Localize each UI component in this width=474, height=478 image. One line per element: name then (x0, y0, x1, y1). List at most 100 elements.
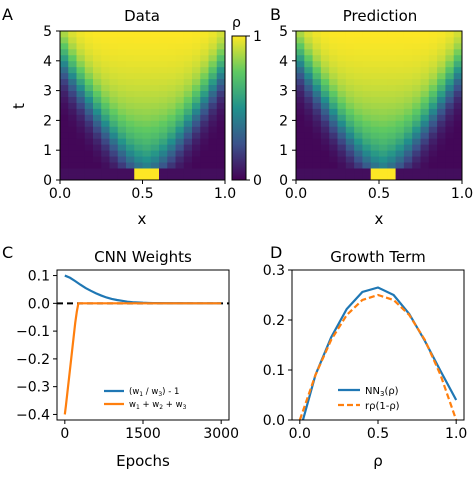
panel-a-ytick-label: 0 (43, 173, 52, 189)
panel-a-heatmap-cell (192, 138, 201, 145)
panel-b-heatmap-cell (304, 150, 313, 157)
panel-b-heatmap-cell (362, 31, 372, 38)
panel-b-heatmap-cell (428, 84, 438, 91)
panel-b-heatmap-cell (362, 36, 372, 44)
panel-a-heatmap-cell (159, 102, 168, 109)
panel-b-heatmap-cell (387, 31, 396, 38)
panel-b-heatmap-cell (420, 36, 430, 44)
panel-b-heatmap-cell (354, 60, 363, 68)
panel-b-heatmap-cell (304, 36, 313, 44)
panel-b-heatmap-cell (345, 138, 355, 145)
panel-b-heatmap-cell (395, 126, 405, 133)
panel-a-heatmap-cell (84, 162, 94, 169)
panel-b-heatmap-cell (437, 114, 446, 121)
panel-b-heatmap-cell (453, 78, 463, 86)
panel-a-heatmap-cell (200, 120, 209, 127)
panel-b-heatmap-cell (304, 156, 313, 163)
panel-a-heatmap-cell (200, 102, 209, 109)
panel-b-heatmap-cell (354, 31, 363, 38)
panel-a-heatmap-cell (200, 174, 209, 181)
panel-a-heatmap-cell (93, 120, 102, 127)
panel-a-heatmap-cell (93, 174, 102, 181)
panel-a-heatmap-cell (60, 31, 69, 38)
panel-d-ytick-label: 0.3 (263, 263, 285, 279)
panel-a-heatmap-cell (175, 144, 185, 151)
panel-a-heatmap-cell (208, 162, 218, 169)
panel-b-heatmap-cell (453, 150, 463, 157)
panel-a-heatmap-cell (60, 48, 69, 56)
panel-a-heatmap-cell (142, 31, 152, 38)
panel-a-heatmap-cell (60, 72, 69, 80)
panel-b-heatmap-cell (329, 54, 338, 62)
panel-b-heatmap-cell (370, 36, 380, 44)
panel-a-heatmap-cell (200, 60, 209, 68)
panel-b-heatmap-cell (354, 90, 363, 97)
panel-b-heatmap-cell (329, 162, 338, 169)
panel-b-heatmap-cell (387, 144, 396, 151)
panel-letter-b: B (270, 5, 281, 24)
panel-b-heatmap-cell (412, 138, 421, 145)
panel-b-heatmap-cell (296, 114, 305, 121)
panel-b-heatmap-cell (362, 102, 372, 109)
panel-b-heatmap-cell (312, 150, 322, 157)
panel-b-heatmap-cell (437, 108, 446, 115)
panel-b-heatmap-cell (412, 31, 421, 38)
panel-b-heatmap-cell (304, 138, 313, 145)
panel-a-heatmap-cell (175, 108, 185, 115)
panel-b-heatmap-cell (312, 120, 322, 127)
panel-b-heatmap-cell (370, 114, 380, 121)
panel-a-heatmap-cell (216, 120, 226, 127)
panel-b-heatmap-cell (412, 42, 421, 50)
panel-b-heatmap-cell (403, 138, 413, 145)
panel-a-heatmap-cell (183, 162, 193, 169)
panel-b-heatmap-cell (379, 102, 388, 109)
panel-a-heatmap-cell (150, 48, 160, 56)
panel-a-heatmap-cell (175, 60, 185, 68)
panel-b-heatmap-cell (437, 174, 446, 181)
panel-a-heatmap-cell (76, 156, 86, 163)
panel-a-heatmap-cell (216, 36, 226, 44)
panel-b-heatmap-cell (370, 66, 380, 74)
panel-a-heatmap-cell (216, 126, 226, 133)
panel-a-xlabel: x (138, 210, 147, 228)
panel-b-heatmap-cell (370, 108, 380, 115)
panel-a-heatmap (60, 31, 226, 181)
panel-b-heatmap-cell (304, 126, 313, 133)
panel-b-heatmap-cell (370, 150, 380, 157)
panel-a-heatmap-cell (101, 90, 110, 97)
panel-a-heatmap-cell (183, 54, 193, 62)
panel-a-heatmap-cell (159, 36, 168, 44)
panel-a-heatmap-cell (68, 168, 77, 175)
panel-d-xtick-label: 1.0 (445, 426, 467, 442)
panel-a-heatmap-cell (150, 150, 160, 157)
panel-b-heatmap-cell (453, 60, 463, 68)
panel-a-heatmap-cell (208, 156, 218, 163)
panel-a-heatmap-cell (175, 42, 185, 50)
panel-a-heatmap-cell (101, 120, 110, 127)
panel-a-heatmap-cell (159, 78, 168, 86)
panel-a-heatmap-cell (126, 72, 135, 80)
panel-a-heatmap-cell (192, 108, 201, 115)
panel-a-heatmap-cell (150, 168, 160, 175)
panel-b-heatmap-cell (337, 114, 347, 121)
panel-a-heatmap-cell (167, 90, 176, 97)
panel-a-heatmap-cell (175, 54, 185, 62)
panel-b-heatmap-cell (304, 78, 313, 86)
panel-a-heatmap-cell (183, 66, 193, 74)
panel-b-heatmap-cell (320, 78, 330, 86)
panel-b-heatmap-cell (320, 174, 330, 181)
panel-b-heatmap-cell (403, 126, 413, 133)
panel-a-heatmap-cell (76, 126, 86, 133)
panel-a-heatmap-cell (175, 138, 185, 145)
panel-b-heatmap-cell (354, 168, 363, 175)
panel-a-heatmap-cell (126, 102, 135, 109)
panel-b-heatmap-cell (428, 120, 438, 127)
panel-a-heatmap-cell (216, 162, 226, 169)
panel-b-heatmap-cell (312, 144, 322, 151)
panel-a-xtick-label: 1.0 (214, 186, 236, 202)
panel-a-heatmap-cell (109, 120, 119, 127)
panel-a-heatmap-cell (68, 174, 77, 181)
panel-a-xtick-label: 0.0 (49, 186, 71, 202)
panel-b-heatmap-cell (304, 42, 313, 50)
panel-b-heatmap-cell (320, 48, 330, 56)
